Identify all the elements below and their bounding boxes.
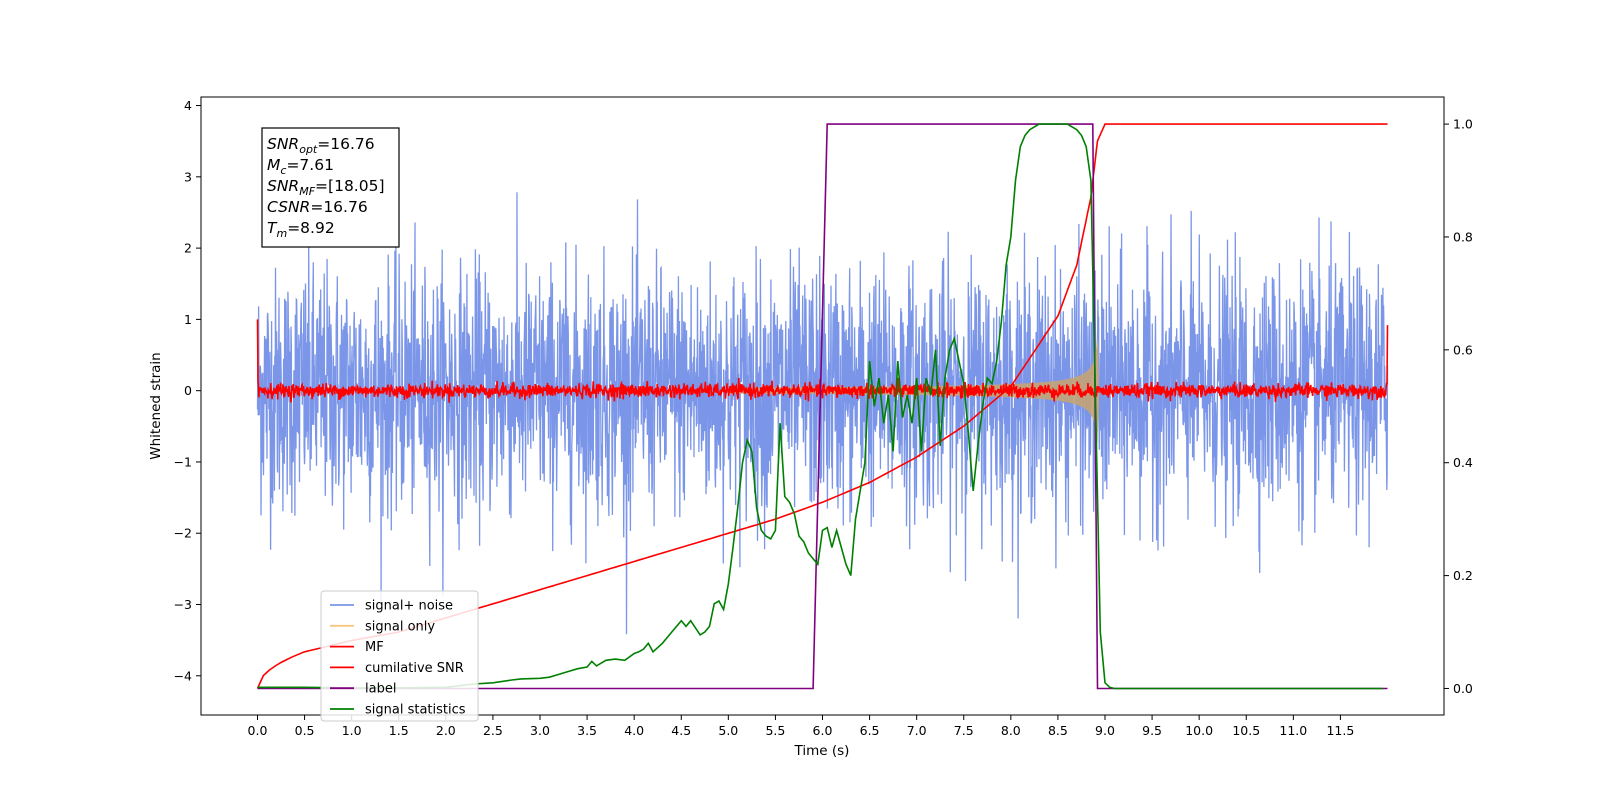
legend-label: label bbox=[365, 682, 396, 697]
y-tick-label-right: 0.2 bbox=[1453, 568, 1473, 583]
annotation-frame bbox=[261, 127, 400, 248]
legend-label: signal+ noise bbox=[365, 599, 453, 614]
legend-label: signal statistics bbox=[365, 703, 466, 718]
x-tick-label: 0.0 bbox=[248, 723, 268, 738]
x-axis-label: Time (s) bbox=[794, 743, 850, 759]
y-tick-label-left: −2 bbox=[174, 526, 192, 541]
x-tick-label: 6.0 bbox=[813, 723, 833, 738]
legend: signal+ noise signal only MF cumilative SNR… bbox=[320, 590, 479, 722]
annotation-line: CSNR=16.76 bbox=[267, 198, 368, 216]
x-tick-label: 7.5 bbox=[954, 723, 974, 738]
x-tick-label: 11.0 bbox=[1279, 723, 1307, 738]
x-tick-label: 0.5 bbox=[295, 723, 315, 738]
annotation-line: Mc=7.61 bbox=[267, 156, 334, 177]
annotation-value: =8.92 bbox=[287, 219, 335, 237]
y-tick-label-left: 0 bbox=[184, 383, 192, 398]
annotation-value: =[18.05] bbox=[315, 177, 384, 195]
y-tick-label-right: 1.0 bbox=[1453, 117, 1473, 132]
series-line-signal-statistics bbox=[257, 123, 1383, 690]
annotation-line: SNRMF=[18.05] bbox=[267, 177, 385, 198]
x-tick-label: 7.0 bbox=[907, 723, 927, 738]
x-tick-label: 3.0 bbox=[530, 723, 550, 738]
x-tick-label: 4.5 bbox=[671, 723, 691, 738]
annotation-subscript: c bbox=[280, 164, 286, 177]
x-tick-label: 3.5 bbox=[577, 723, 597, 738]
x-tick-label: 10.0 bbox=[1185, 723, 1213, 738]
y-tick-label-left: 2 bbox=[184, 241, 192, 256]
x-tick-label: 4.0 bbox=[624, 723, 644, 738]
x-tick-label: 9.5 bbox=[1142, 723, 1162, 738]
series-line-mf bbox=[256, 319, 1389, 403]
legend-label: signal only bbox=[365, 619, 435, 634]
y-tick-label-left: 3 bbox=[184, 169, 192, 184]
annotation-line: Tm=8.92 bbox=[267, 219, 335, 240]
annotation-box: SNRopt=16.76Mc=7.61SNRMF=[18.05]CSNR=16.… bbox=[261, 127, 400, 248]
x-tick-label: 1.5 bbox=[389, 723, 409, 738]
y-tick-label-right: 0.4 bbox=[1453, 455, 1473, 470]
annotation-subscript: m bbox=[276, 227, 287, 240]
y-tick-label-left: −3 bbox=[174, 597, 192, 612]
y-axis-label: Whitened strain bbox=[148, 352, 164, 459]
x-tick-label: 10.5 bbox=[1232, 723, 1260, 738]
legend-label: cumilative SNR bbox=[365, 661, 464, 676]
y-tick-label-left: 1 bbox=[184, 312, 192, 327]
x-tick-label: 8.5 bbox=[1048, 723, 1068, 738]
y-tick-label-right: 0.8 bbox=[1453, 229, 1473, 244]
annotation-value: =7.61 bbox=[286, 156, 334, 174]
x-tick-label: 5.0 bbox=[718, 723, 738, 738]
annotation-symbol: T bbox=[267, 219, 278, 237]
y-tick-label-left: −4 bbox=[174, 668, 192, 683]
y-tick-label-right: 0.0 bbox=[1453, 681, 1473, 696]
legend-label: MF bbox=[365, 640, 384, 655]
series-line-signal-noise bbox=[256, 192, 1389, 635]
x-tick-label: 2.0 bbox=[436, 723, 456, 738]
x-tick-label: 8.0 bbox=[1001, 723, 1021, 738]
annotation-value: =16.76 bbox=[317, 135, 374, 153]
x-tick-label: 5.5 bbox=[765, 723, 785, 738]
y-tick-label-right: 0.6 bbox=[1453, 342, 1473, 357]
x-tick-label: 2.5 bbox=[483, 723, 503, 738]
x-tick-label: 9.0 bbox=[1095, 723, 1115, 738]
legend-frame bbox=[320, 590, 479, 722]
x-tick-label: 11.5 bbox=[1326, 723, 1354, 738]
annotation-symbol: CSNR bbox=[267, 198, 310, 216]
annotation-line: SNRopt=16.76 bbox=[267, 135, 375, 156]
annotation-subscript: MF bbox=[299, 185, 315, 198]
y-tick-label-left: −1 bbox=[174, 454, 192, 469]
x-tick-label: 1.0 bbox=[342, 723, 362, 738]
annotation-symbol: M bbox=[267, 156, 280, 174]
annotation-subscript: opt bbox=[299, 143, 318, 156]
y-tick-label-left: 4 bbox=[184, 98, 192, 113]
annotation-symbol: SNR bbox=[267, 135, 299, 153]
annotation-symbol: SNR bbox=[267, 177, 299, 195]
annotation-value: =16.76 bbox=[310, 198, 367, 216]
x-tick-label: 6.5 bbox=[860, 723, 880, 738]
